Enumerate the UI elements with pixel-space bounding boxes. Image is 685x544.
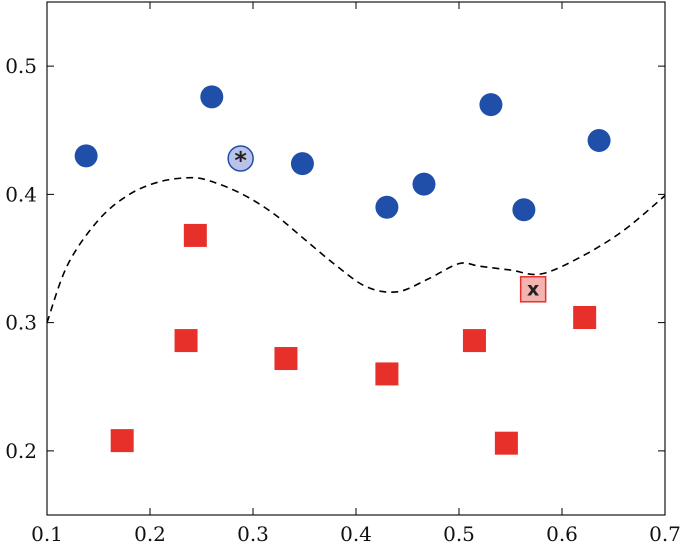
y-tick-label: 0.4 (5, 182, 37, 206)
x-tick-label: 0.5 (443, 522, 475, 544)
x-tick-label: 0.7 (649, 522, 681, 544)
circle-point (74, 144, 98, 168)
data-points (74, 85, 611, 455)
square-point (110, 429, 134, 453)
square-point (573, 305, 597, 329)
highlight-label-star: * (234, 146, 247, 174)
square-point (274, 347, 298, 371)
x-tick-label: 0.2 (134, 522, 166, 544)
square-point (462, 329, 486, 353)
highlight-label-x: x (527, 278, 539, 300)
x-tick-label: 0.1 (31, 522, 63, 544)
highlighted-circle-point (227, 145, 254, 172)
circle-point (412, 172, 436, 196)
circle-point (290, 152, 314, 176)
y-tick-label: 0.2 (5, 439, 37, 463)
plot-frame (46, 1, 666, 516)
decision-boundary-curve (46, 176, 666, 323)
y-tick-label: 0.5 (5, 54, 37, 78)
square-point (174, 329, 198, 353)
circle-point (375, 195, 399, 219)
highlighted-square-point (519, 276, 547, 303)
square-point (375, 362, 399, 386)
square-point (494, 431, 518, 455)
highlighted-points: *x (227, 145, 547, 303)
circle-point (587, 129, 611, 153)
x-tick-label: 0.6 (546, 522, 578, 544)
circle-point (512, 198, 536, 222)
x-tick-label: 0.4 (340, 522, 372, 544)
y-axis-ticks: 0.2 0.3 0.4 0.5 (5, 54, 665, 463)
x-axis-ticks: 0.1 0.2 0.3 0.4 0.5 0.6 0.7 (31, 2, 681, 544)
circle-point (200, 85, 224, 109)
square-point (183, 223, 207, 247)
circle-point (479, 93, 503, 117)
x-tick-label: 0.3 (237, 522, 269, 544)
y-tick-label: 0.3 (5, 311, 37, 335)
